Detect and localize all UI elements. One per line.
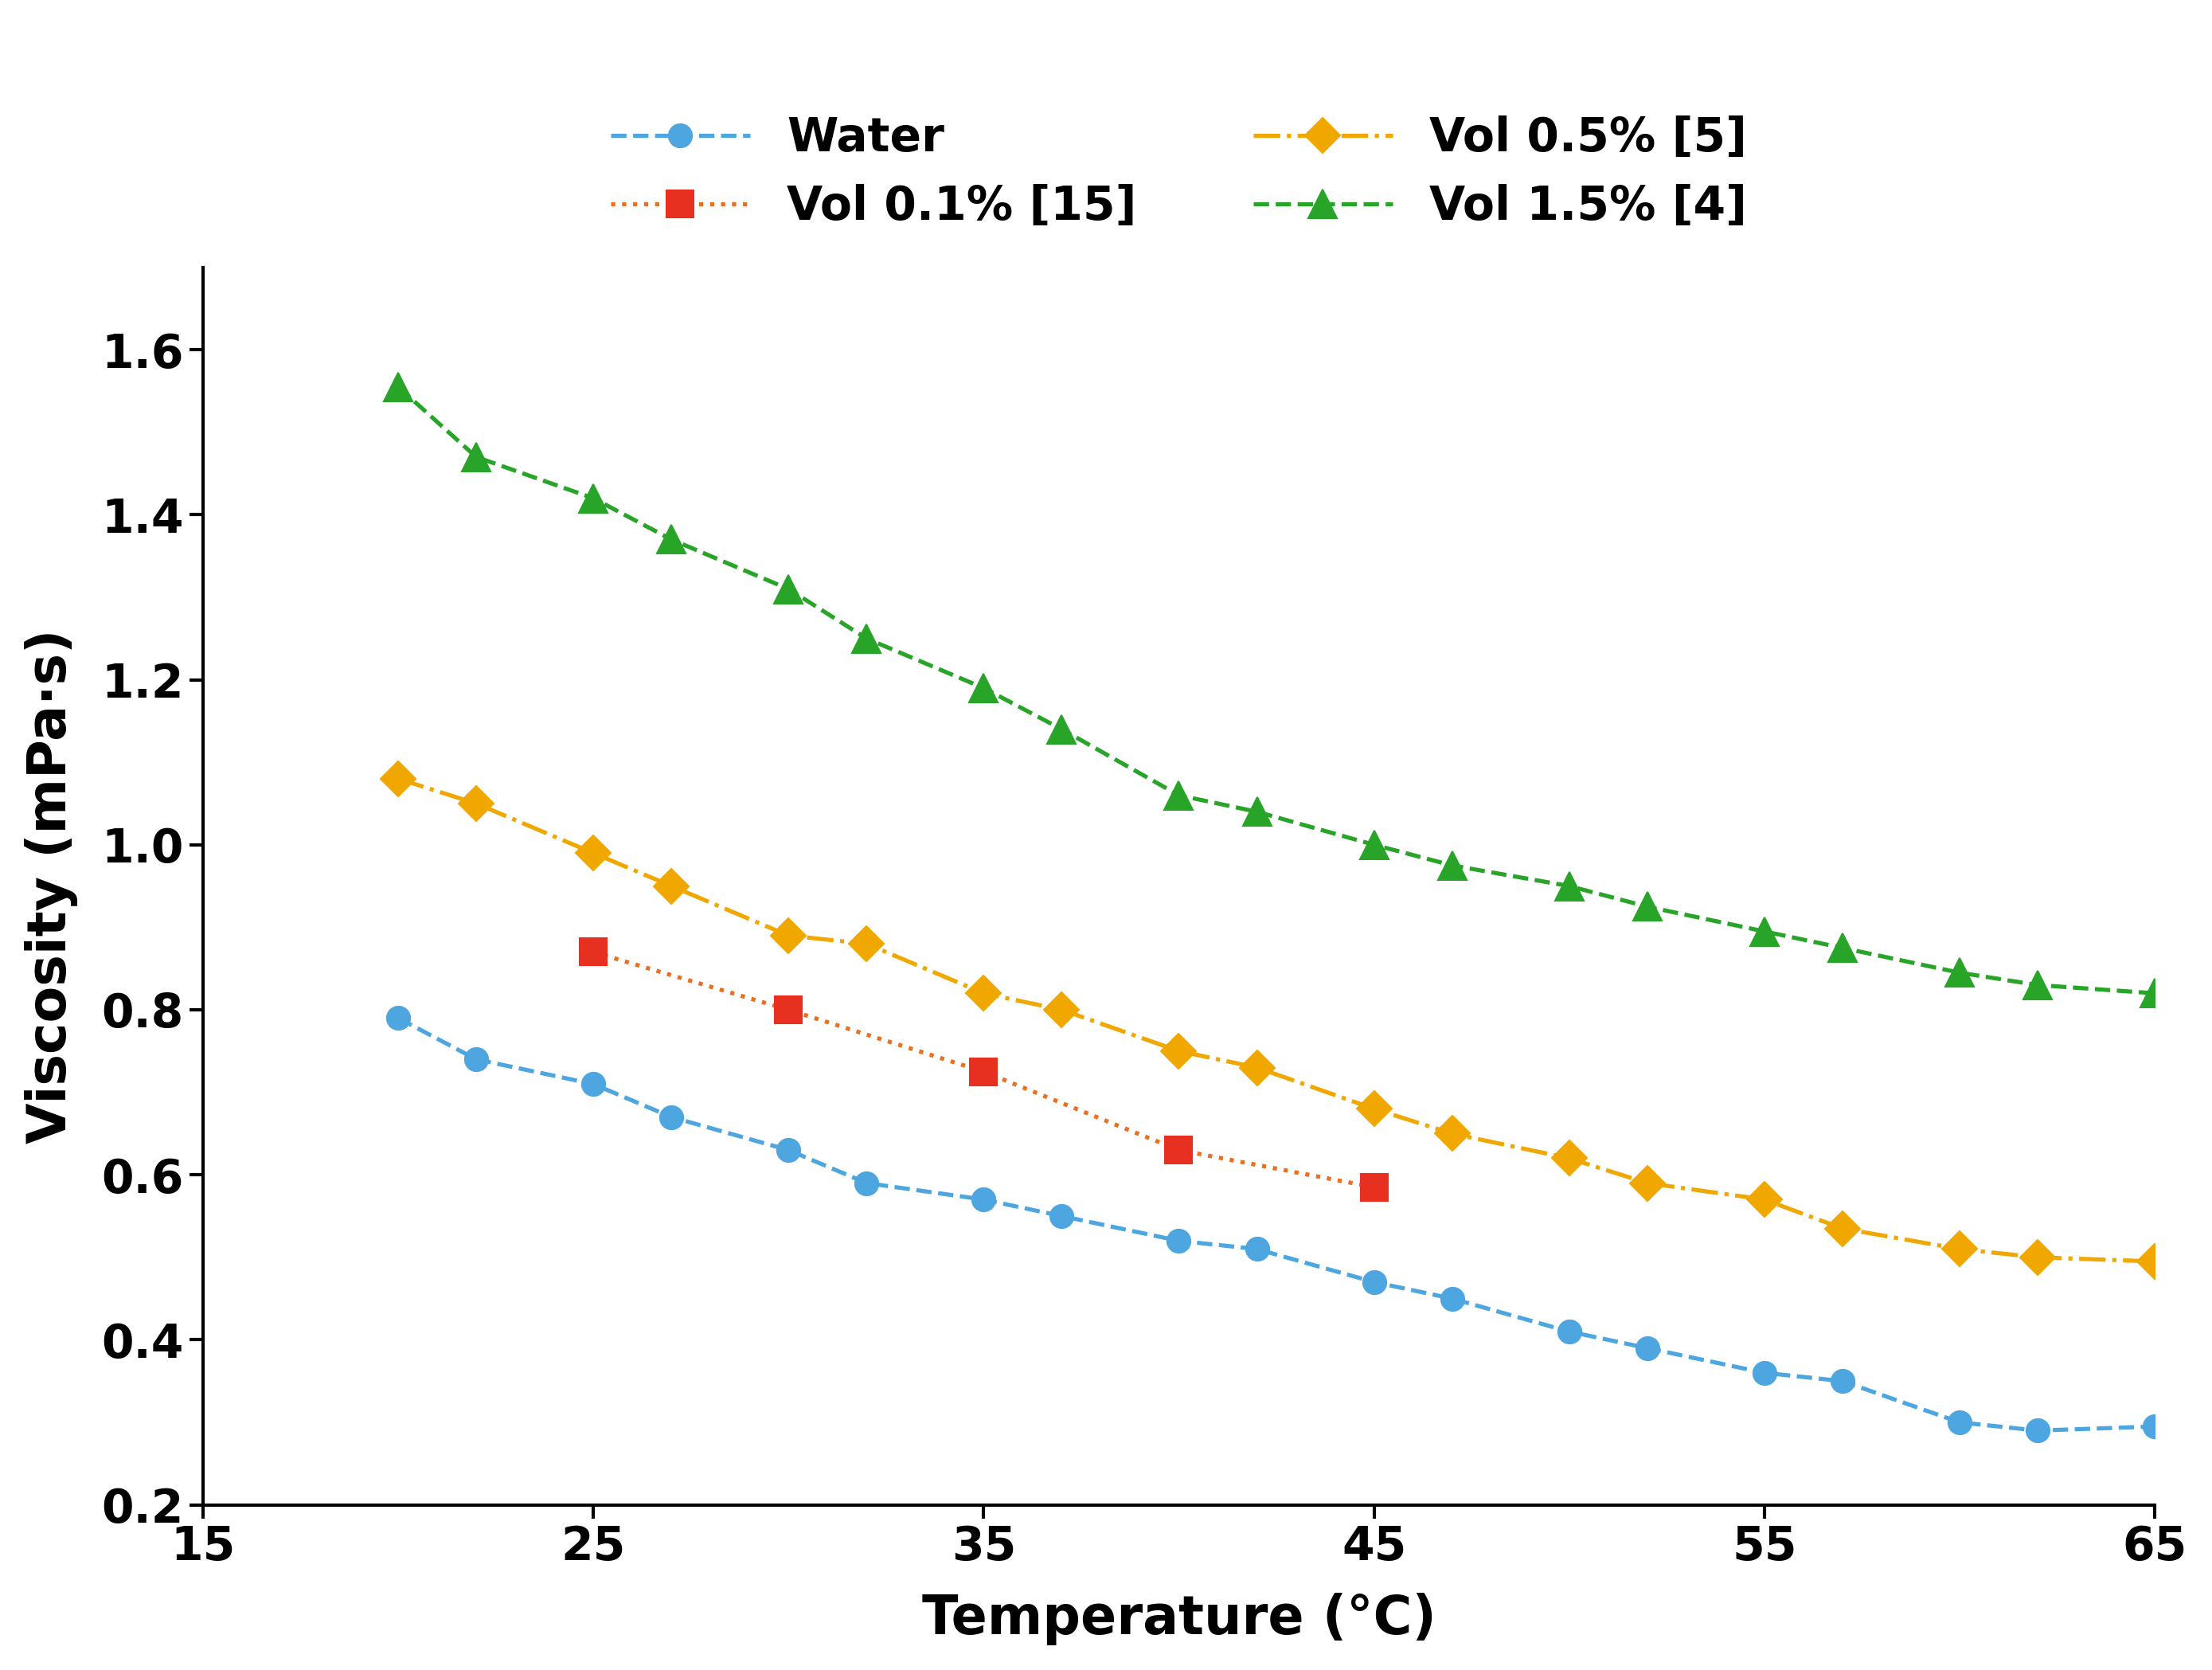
Vol 1.5% [4] bbox=[1947, 962, 1973, 982]
Vol 1.5% [4] bbox=[2024, 975, 2051, 995]
Vol 0.5% [5] bbox=[385, 768, 411, 788]
Vol 0.5% [5] bbox=[1048, 1000, 1075, 1020]
Vol 0.5% [5] bbox=[580, 843, 606, 863]
Vol 1.5% [4] bbox=[1360, 835, 1387, 855]
Water bbox=[1947, 1413, 1973, 1433]
Water bbox=[1048, 1206, 1075, 1226]
Y-axis label: Viscosity (mPa·s): Viscosity (mPa·s) bbox=[24, 628, 77, 1144]
Vol 0.5% [5] bbox=[462, 793, 489, 813]
Line: Water: Water bbox=[387, 1007, 2166, 1443]
Water bbox=[462, 1049, 489, 1069]
Vol 1.5% [4] bbox=[1243, 802, 1270, 822]
Vol 1.5% [4] bbox=[462, 448, 489, 468]
Vol 0.5% [5] bbox=[2141, 1251, 2168, 1271]
Line: Vol 0.1% [15]: Vol 0.1% [15] bbox=[580, 939, 1387, 1201]
Vol 1.5% [4] bbox=[1829, 939, 1856, 959]
Vol 0.5% [5] bbox=[1555, 1149, 1582, 1169]
Vol 1.5% [4] bbox=[971, 678, 998, 698]
Vol 0.1% [15] bbox=[1166, 1141, 1192, 1161]
Vol 0.1% [15] bbox=[580, 942, 606, 962]
Water bbox=[1438, 1289, 1464, 1309]
Vol 0.1% [15] bbox=[1360, 1177, 1387, 1197]
Vol 0.5% [5] bbox=[971, 984, 998, 1004]
Vol 1.5% [4] bbox=[1555, 877, 1582, 897]
Legend: Water, Vol 0.1% [15], Vol 0.5% [5], Vol 1.5% [4]: Water, Vol 0.1% [15], Vol 0.5% [5], Vol … bbox=[588, 92, 1770, 252]
Vol 1.5% [4] bbox=[1048, 720, 1075, 740]
Water bbox=[659, 1107, 686, 1127]
Vol 0.5% [5] bbox=[659, 877, 686, 897]
Water bbox=[1360, 1273, 1387, 1293]
Water bbox=[580, 1074, 606, 1094]
Vol 1.5% [4] bbox=[385, 377, 411, 397]
Water bbox=[1243, 1239, 1270, 1259]
Vol 0.5% [5] bbox=[1360, 1099, 1387, 1119]
Water bbox=[2141, 1416, 2168, 1436]
Water bbox=[1752, 1363, 1778, 1383]
Water bbox=[774, 1141, 801, 1161]
Water bbox=[1555, 1321, 1582, 1341]
Vol 0.5% [5] bbox=[2024, 1247, 2051, 1268]
Vol 1.5% [4] bbox=[1438, 855, 1464, 875]
Vol 1.5% [4] bbox=[659, 529, 686, 549]
Line: Vol 1.5% [4]: Vol 1.5% [4] bbox=[385, 372, 2168, 1007]
Vol 1.5% [4] bbox=[2141, 984, 2168, 1004]
Vol 0.5% [5] bbox=[854, 934, 880, 954]
Vol 1.5% [4] bbox=[1166, 785, 1192, 805]
Vol 0.5% [5] bbox=[1752, 1189, 1778, 1209]
X-axis label: Temperature (°C): Temperature (°C) bbox=[922, 1593, 1436, 1645]
Water bbox=[2024, 1421, 2051, 1441]
Water bbox=[1829, 1371, 1856, 1391]
Vol 0.5% [5] bbox=[1635, 1172, 1661, 1192]
Vol 1.5% [4] bbox=[1635, 897, 1661, 917]
Water bbox=[854, 1172, 880, 1192]
Line: Vol 0.5% [5]: Vol 0.5% [5] bbox=[385, 767, 2168, 1274]
Vol 0.5% [5] bbox=[774, 925, 801, 945]
Vol 0.5% [5] bbox=[1243, 1057, 1270, 1077]
Vol 0.5% [5] bbox=[1829, 1219, 1856, 1239]
Vol 0.1% [15] bbox=[971, 1062, 998, 1082]
Vol 1.5% [4] bbox=[580, 488, 606, 508]
Vol 1.5% [4] bbox=[774, 579, 801, 600]
Water bbox=[1635, 1338, 1661, 1358]
Water bbox=[385, 1009, 411, 1029]
Vol 0.5% [5] bbox=[1947, 1239, 1973, 1259]
Water bbox=[1166, 1231, 1192, 1251]
Vol 0.5% [5] bbox=[1166, 1040, 1192, 1060]
Vol 1.5% [4] bbox=[1752, 922, 1778, 942]
Vol 0.5% [5] bbox=[1438, 1124, 1464, 1144]
Water bbox=[971, 1189, 998, 1209]
Vol 0.1% [15] bbox=[774, 1000, 801, 1020]
Vol 1.5% [4] bbox=[854, 628, 880, 648]
